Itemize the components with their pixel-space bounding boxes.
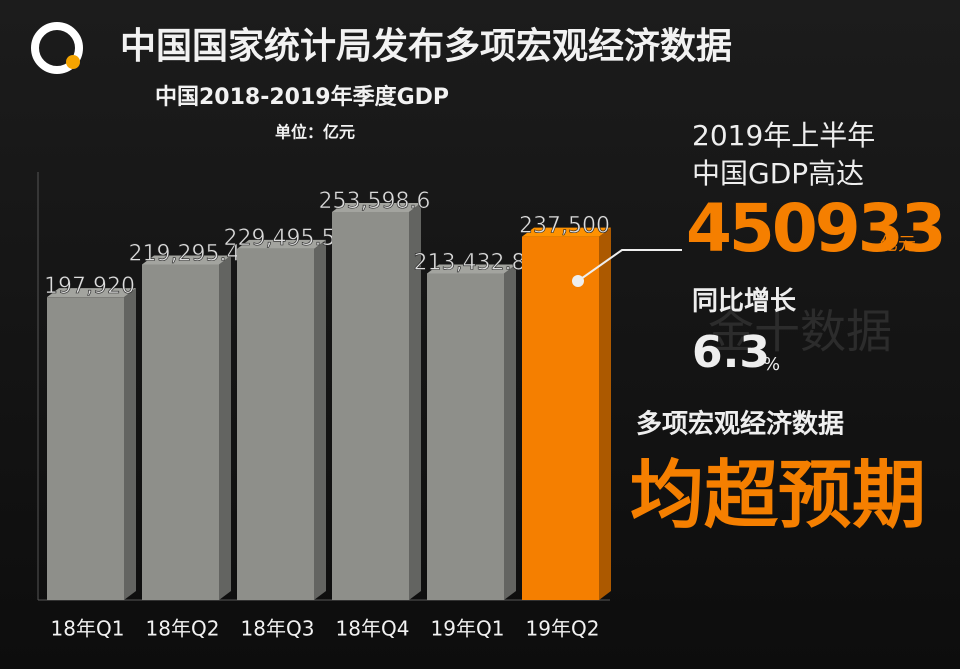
bars: 197,920 18年Q1 219,295.4 18年Q2 229,495.5 18年Q3… xyxy=(44,189,611,641)
connector xyxy=(577,249,682,282)
bar-top xyxy=(522,227,611,237)
bar-top xyxy=(142,255,231,265)
bar-side xyxy=(219,255,231,601)
connector-dot xyxy=(572,275,584,287)
callout-headline: 均超预期 xyxy=(630,453,926,539)
callout-line: 中国GDP高达 xyxy=(692,157,864,190)
callout-total: 450933 xyxy=(686,190,944,267)
bar xyxy=(522,236,599,600)
value-label: 219,295.4 xyxy=(129,241,241,266)
x-tick-label: 19年Q1 xyxy=(431,617,505,641)
callout-line: 2019年上半年 xyxy=(692,119,875,152)
bar xyxy=(47,297,124,600)
bar-side xyxy=(599,227,611,600)
bar xyxy=(237,248,314,600)
value-label: 229,495.5 xyxy=(224,226,336,251)
x-tick-label: 18年Q1 xyxy=(51,617,125,641)
value-label: 213,432.8 xyxy=(414,250,526,275)
bar-side xyxy=(124,288,136,600)
callout-growth: 6.3 xyxy=(692,327,770,378)
chart-subtitle: 中国2018-2019年季度GDP xyxy=(155,84,449,110)
value-label: 253,598.6 xyxy=(319,189,431,214)
bar xyxy=(332,212,409,600)
x-tick-label: 19年Q2 xyxy=(526,617,600,641)
bar-top xyxy=(427,264,516,274)
bar-side xyxy=(314,239,326,600)
logo xyxy=(31,22,83,74)
x-tick-label: 18年Q2 xyxy=(146,617,220,641)
value-label: 197,920 xyxy=(44,274,135,299)
bar-side xyxy=(409,203,421,600)
unit-label: 单位：亿元 xyxy=(275,123,355,142)
bar-top xyxy=(237,239,326,249)
chart-title: 中国国家统计局发布多项宏观经济数据 xyxy=(120,26,732,67)
callout-unit: 亿元 xyxy=(880,234,916,255)
value-label: 237,500 xyxy=(519,214,610,239)
bar xyxy=(142,264,219,600)
x-tick-label: 18年Q3 xyxy=(241,617,315,641)
callout-label: 同比增长 xyxy=(692,286,797,317)
callout-note: 多项宏观经济数据 xyxy=(636,409,844,440)
bar-top xyxy=(47,288,136,298)
x-tick-label: 18年Q4 xyxy=(336,617,410,641)
watermark: 金十数据 xyxy=(708,305,892,359)
bar xyxy=(427,273,504,600)
bar-top xyxy=(332,203,421,212)
bar-side xyxy=(504,264,516,600)
callout-unit: % xyxy=(763,354,780,375)
